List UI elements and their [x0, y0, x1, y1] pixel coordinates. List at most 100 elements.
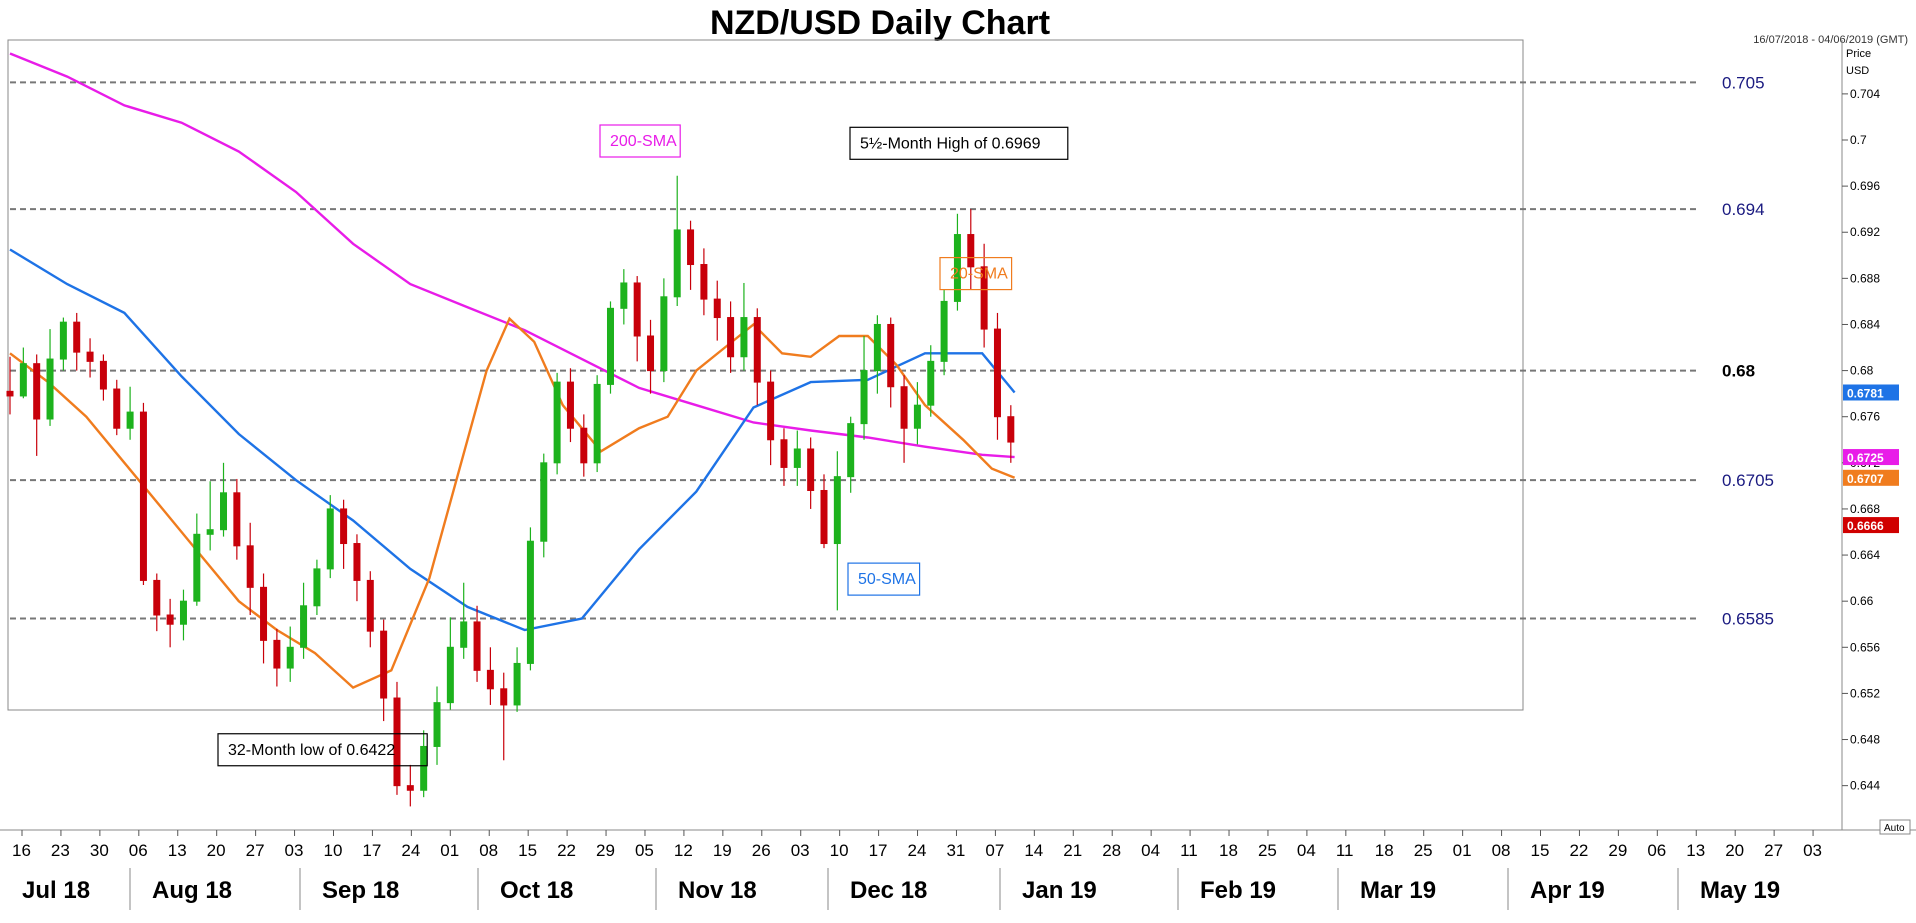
- candle-body: [913, 404, 921, 429]
- auto-scale-label: Auto: [1884, 823, 1905, 834]
- x-day-label: 08: [479, 841, 498, 860]
- candle-body: [807, 448, 815, 491]
- candle-body: [753, 317, 761, 383]
- chart-title: NZD/USD Daily Chart: [709, 4, 1051, 42]
- x-day-label: 18: [1375, 841, 1394, 860]
- x-month-label: Sep 18: [322, 877, 399, 904]
- y-tick-label: 0.7: [1850, 133, 1867, 147]
- candle-body: [246, 545, 254, 588]
- candle-body: [460, 621, 468, 648]
- auto-scale-button[interactable]: [1879, 819, 1911, 835]
- x-day-label: 04: [1297, 841, 1316, 860]
- candle-body: [953, 234, 961, 302]
- x-day-label: 06: [1647, 841, 1666, 860]
- y-tick-label: 0.648: [1850, 733, 1880, 747]
- price-tag-label: 0.6666: [1847, 519, 1884, 533]
- horizontal-level-label: 0.694: [1722, 200, 1765, 219]
- x-day-label: 10: [830, 841, 849, 860]
- x-day-label: 23: [51, 841, 70, 860]
- plot-frame: [7, 39, 1524, 711]
- candle-body: [660, 296, 668, 372]
- candle-body: [687, 229, 695, 266]
- candle-body: [260, 586, 268, 641]
- sma-line: [9, 248, 1016, 632]
- x-day-label: 29: [1608, 841, 1627, 860]
- x-day-label: 14: [1024, 841, 1043, 860]
- price-tag: [1843, 517, 1899, 534]
- candle-body: [606, 307, 614, 385]
- price-tag-label: 0.6725: [1847, 451, 1884, 465]
- candle-body: [446, 646, 454, 704]
- x-day-label: 17: [869, 841, 888, 860]
- candle-body: [486, 669, 494, 690]
- x-day-label: 29: [596, 841, 615, 860]
- x-day-label: 03: [285, 841, 304, 860]
- y-tick-label: 0.656: [1850, 640, 1880, 654]
- candle-body: [433, 702, 441, 747]
- x-month-label: Jan 19: [1022, 877, 1097, 904]
- candle-body: [139, 411, 147, 581]
- x-day-label: 08: [1492, 841, 1511, 860]
- candle-body: [153, 579, 161, 616]
- x-month-label: Aug 18: [152, 877, 232, 904]
- candle-body: [286, 646, 294, 669]
- x-day-label: 21: [1063, 841, 1082, 860]
- x-month-label: May 19: [1700, 877, 1780, 904]
- x-day-label: 11: [1180, 841, 1198, 860]
- x-month-label: Nov 18: [678, 877, 757, 904]
- x-day-label: 20: [1725, 841, 1744, 860]
- candle-body: [940, 300, 948, 362]
- x-month-label: Dec 18: [850, 877, 927, 904]
- x-day-label: 25: [1258, 841, 1277, 860]
- x-day-label: 06: [129, 841, 148, 860]
- candle-body: [927, 360, 935, 406]
- x-day-label: 26: [752, 841, 771, 860]
- candle-body: [113, 388, 121, 429]
- y-tick-label: 0.652: [1850, 686, 1880, 700]
- price-tag: [1843, 469, 1899, 486]
- horizontal-level-label: 0.6705: [1722, 471, 1774, 490]
- horizontal-level-label: 0.68: [1722, 362, 1755, 381]
- price-label: Price: [1846, 48, 1871, 60]
- x-day-label: 03: [791, 841, 810, 860]
- candle-body: [887, 323, 895, 388]
- x-month-label: Mar 19: [1360, 877, 1436, 904]
- x-day-label: 13: [1686, 841, 1705, 860]
- candle-body: [553, 381, 561, 464]
- price-tag: [1843, 384, 1899, 401]
- y-tick-label: 0.688: [1850, 271, 1880, 285]
- x-day-label: 24: [401, 841, 420, 860]
- candle-body: [99, 360, 107, 390]
- x-day-label: 28: [1102, 841, 1121, 860]
- candle-body: [740, 317, 748, 358]
- candle-body: [540, 462, 548, 542]
- candle-body: [73, 321, 81, 353]
- candle-body: [220, 492, 228, 531]
- x-day-label: 05: [635, 841, 654, 860]
- candle-body: [273, 639, 281, 669]
- currency-label: USD: [1846, 65, 1869, 77]
- candle-body: [620, 282, 628, 309]
- x-day-label: 27: [1764, 841, 1783, 860]
- x-day-label: 17: [362, 841, 381, 860]
- x-day-label: 27: [246, 841, 265, 860]
- y-tick-label: 0.696: [1850, 179, 1880, 193]
- candle-body: [59, 321, 67, 360]
- y-tick-label: 0.676: [1850, 410, 1880, 424]
- x-day-label: 30: [90, 841, 109, 860]
- y-tick-label: 0.668: [1850, 502, 1880, 516]
- candle-body: [566, 381, 574, 429]
- price-tag: [1843, 449, 1899, 466]
- candle-body: [19, 363, 27, 397]
- x-day-label: 20: [207, 841, 226, 860]
- annotation-box: [849, 126, 1069, 160]
- candle-body: [767, 381, 775, 441]
- candle-body: [6, 390, 14, 397]
- candle-body: [313, 568, 321, 607]
- x-day-label: 01: [440, 841, 459, 860]
- x-day-label: 01: [1453, 841, 1472, 860]
- candle-body: [340, 508, 348, 545]
- x-day-label: 07: [985, 841, 1004, 860]
- x-day-label: 24: [908, 841, 927, 860]
